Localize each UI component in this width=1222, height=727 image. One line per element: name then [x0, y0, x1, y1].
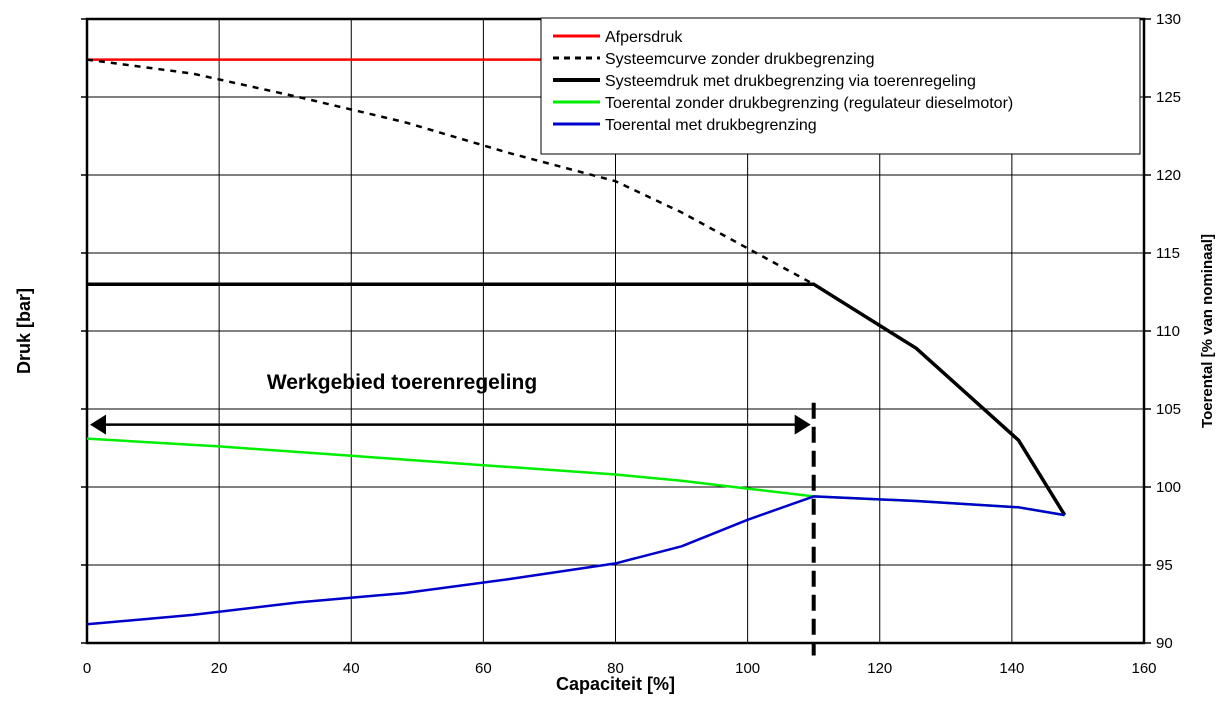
x-tick-label: 40 [343, 660, 360, 677]
x-tick-label: 120 [867, 660, 892, 677]
x-tick-label: 80 [607, 660, 624, 677]
x-tick-label: 140 [999, 660, 1024, 677]
region-label: Werkgebied toerenregeling [267, 371, 537, 394]
x-tick-label: 160 [1131, 660, 1156, 677]
range-arrow-left-head [90, 414, 106, 435]
y2-tick-label: 100 [1156, 479, 1181, 496]
legend-label-1: Afpersdruk [605, 29, 683, 46]
x-axis-title: Capaciteit [%] [556, 674, 675, 694]
series-group [86, 58, 1067, 626]
y2-tick-label: 125 [1156, 89, 1181, 106]
legend-box [540, 17, 1141, 155]
annotations [90, 402, 816, 656]
legend-label-5: Toerental met drukbegrenzing [605, 117, 817, 134]
x-tick-label: 0 [83, 660, 91, 677]
y2-axis-title: Toerental [% van nominaal] [1199, 234, 1216, 428]
series-line-3 [87, 282, 1067, 517]
series-line-4 [86, 437, 1065, 517]
x-tick-label: 100 [735, 660, 760, 677]
legend: Afpersdruk Systeemcurve zonder drukbegren… [540, 17, 1141, 155]
x-tick-label: 20 [211, 660, 228, 677]
legend-label-4: Toerental zonder drukbegrenzing (regulat… [605, 95, 1013, 112]
series-line-5 [86, 495, 1065, 626]
y2-tick-label: 130 [1156, 11, 1181, 28]
y2-tick-label: 115 [1156, 245, 1180, 262]
x-tick-label: 60 [475, 660, 492, 677]
range-arrow-right-head [794, 414, 811, 435]
y2-tick-label: 105 [1156, 401, 1181, 418]
y2-tick-label: 90 [1156, 635, 1173, 652]
y2-tick-label: 95 [1156, 557, 1173, 574]
legend-label-2: Systeemcurve zonder drukbegrenzing [605, 51, 874, 68]
y-axis-title: Druk [bar] [14, 288, 34, 374]
legend-label-3: Systeemdruk met drukbegrenzing via toere… [605, 73, 976, 90]
y2-tick-label: 110 [1156, 323, 1180, 340]
y2-tick-label: 120 [1156, 167, 1181, 184]
series-line-2 [86, 58, 815, 286]
